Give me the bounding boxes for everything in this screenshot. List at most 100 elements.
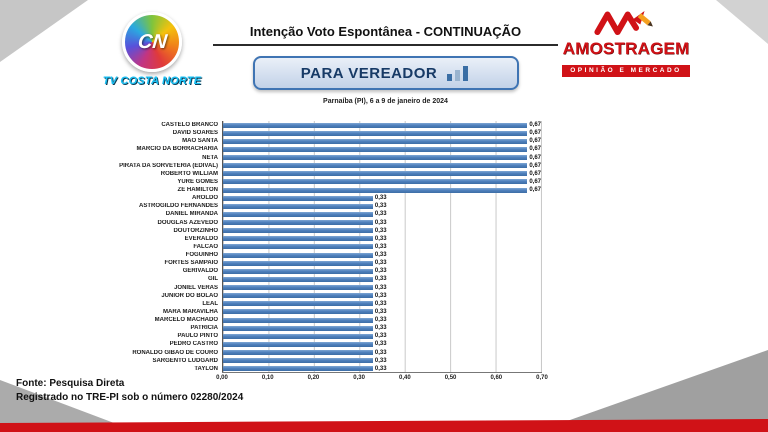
candidate-label: MÃO SANTA	[182, 138, 218, 145]
bar-row: DAVID SOARES 0,67	[57, 129, 542, 138]
candidate-label: JONIEL VERAS	[174, 284, 218, 291]
candidate-label: MÁRCIO DA BORRACHARIA	[136, 146, 218, 153]
bar	[223, 341, 373, 347]
bar-row: FALCÃO 0,33	[57, 242, 542, 251]
bar-value-label: 0,33	[374, 235, 387, 242]
x-axis-tick: 0,60	[490, 375, 503, 381]
bar-track: 0,33	[222, 194, 542, 203]
survey-date-line: Parnaíba (PI), 6 a 9 de janeiro de 2024	[323, 98, 448, 105]
bar	[223, 260, 373, 266]
candidate-label: MARCELO MACHADO	[154, 317, 218, 324]
bar	[223, 325, 373, 331]
bar-row: PEDRO CASTRO 0,33	[57, 340, 542, 349]
bar-row: AROLDO 0,33	[57, 194, 542, 203]
bar-track: 0,33	[222, 251, 542, 260]
candidate-label: FALCÃO	[193, 243, 218, 250]
bar	[223, 293, 373, 299]
bar	[223, 285, 373, 291]
amostragem-name: AMOSTRAGEM	[562, 39, 690, 58]
bar-track: 0,67	[222, 145, 542, 154]
bar-value-label: 0,33	[374, 276, 387, 283]
bar-row: JÚNIOR DO BOLÃO 0,33	[57, 291, 542, 300]
bar-track: 0,67	[222, 121, 542, 130]
office-banner: PARA VEREADOR	[252, 56, 519, 90]
candidate-label: CASTELO BRANCO	[161, 122, 218, 129]
bar	[223, 252, 373, 258]
amostragem-m-pencil-icon	[594, 11, 653, 36]
x-axis-ticks: 0,00 0,10 0,20 0,30 0,40 0,50 0,60 0,70	[216, 373, 548, 385]
bar	[223, 317, 373, 323]
mini-bar-chart-icon	[447, 66, 469, 81]
bar-row: ROBERTO WILLIAM 0,67	[57, 169, 542, 178]
bar	[223, 333, 373, 339]
bar	[223, 366, 373, 372]
bar-track: 0,33	[222, 218, 542, 227]
bar-row: MARA MARAVILHA 0,33	[57, 307, 542, 316]
x-axis-tick: 0,70	[536, 375, 548, 381]
bar-track: 0,33	[222, 202, 542, 211]
candidate-label: ASTROGILDO FERNANDES	[138, 203, 218, 210]
bar-track: 0,33	[222, 299, 542, 308]
candidate-label: DOUTORZINHO	[173, 227, 218, 234]
bar-row: FORTES SAMPAIO 0,33	[57, 259, 542, 268]
bar-value-label: 0,33	[374, 195, 387, 202]
bar-track: 0,33	[222, 307, 542, 316]
x-axis-tick: 0,00	[216, 375, 228, 381]
bar-value-label: 0,67	[529, 122, 541, 129]
bar-value-label: 0,33	[374, 341, 387, 348]
bar-track: 0,67	[222, 137, 542, 146]
bar-value-label: 0,67	[529, 187, 541, 194]
bar	[223, 122, 528, 128]
bar	[223, 268, 373, 274]
footer: Fonte: Pesquisa Direta Registrado no TRE…	[16, 377, 243, 405]
bar-value-label: 0,33	[374, 308, 387, 315]
x-axis-tick: 0,40	[399, 375, 411, 381]
vote-intention-chart: CASTELO BRANCO 0,67 DAVID SOARES 0,67 MÃ…	[57, 121, 548, 385]
candidate-label: GERIVALDO	[182, 268, 218, 275]
bar-track: 0,33	[222, 267, 542, 276]
x-axis-tick: 0,10	[261, 375, 274, 381]
bar-track: 0,67	[222, 161, 542, 170]
cn-initials: CN	[136, 30, 168, 53]
bar-track: 0,33	[222, 324, 542, 333]
bar-value-label: 0,67	[529, 162, 541, 169]
bar-track: 0,33	[222, 275, 542, 284]
bar-track: 0,33	[222, 226, 542, 235]
candidate-label: ROBERTO WILLIAM	[160, 170, 218, 177]
bar	[223, 244, 373, 250]
bar	[223, 187, 528, 193]
bar-row: CASTELO BRANCO 0,67	[57, 121, 542, 130]
bar-row: FOGUINHO 0,33	[57, 251, 542, 260]
bar-row: RONALDO GIBÃO DE COURO 0,33	[57, 348, 542, 357]
bar-row: TAYLON 0,33	[57, 364, 542, 373]
bar-row: DANIEL MIRANDA 0,33	[57, 210, 542, 219]
bar-value-label: 0,33	[374, 284, 387, 291]
bar	[223, 236, 373, 242]
bar	[223, 358, 373, 364]
registration-line: Registrado no TRE-PI sob o número 02280/…	[16, 392, 244, 403]
bar-row: MÃO SANTA 0,67	[57, 137, 542, 146]
candidate-label: PEDRO CASTRO	[169, 341, 218, 348]
bar	[223, 203, 373, 209]
candidate-label: PIRATA DA SORVETERIA (EDIVAL)	[119, 162, 218, 169]
title-block: Intenção Voto Espontânea - CONTINUAÇÃO P…	[213, 24, 558, 105]
bar-value-label: 0,33	[374, 357, 387, 364]
source-line: Fonte: Pesquisa Direta	[16, 378, 125, 389]
bar-value-label: 0,33	[374, 365, 387, 372]
bar-row: DOUTORZINHO 0,33	[57, 226, 542, 235]
bar-track: 0,67	[222, 169, 542, 178]
candidate-label: SARGENTO LUDGARD	[152, 357, 218, 364]
bar-track: 0,33	[222, 316, 542, 325]
tv-costa-norte-logo: CN TV COSTA NORTE	[88, 12, 216, 87]
bar	[223, 350, 373, 356]
bar-row: LEAL 0,33	[57, 299, 542, 308]
amostragem-logo: AMOSTRAGEM OPINIÃO E MERCADO	[542, 8, 710, 77]
candidate-label: YURE GOMES	[177, 178, 218, 185]
bar-row: ZÉ HAMILTON 0,67	[57, 186, 542, 195]
bar-track: 0,33	[222, 234, 542, 243]
tv-costa-norte-name: TV COSTA NORTE	[102, 75, 202, 87]
page-title: Intenção Voto Espontânea - CONTINUAÇÃO	[213, 24, 558, 46]
x-axis-tick: 0,30	[353, 375, 365, 381]
